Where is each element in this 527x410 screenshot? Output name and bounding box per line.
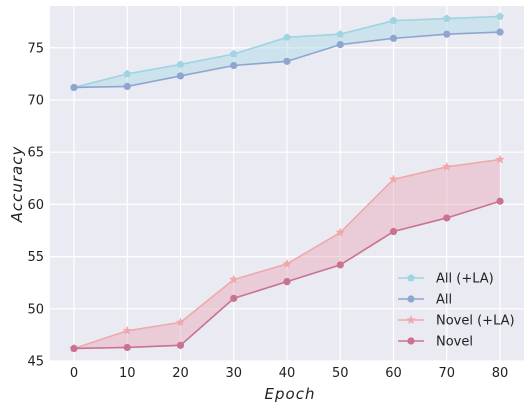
data-point: [283, 33, 291, 41]
y-axis-title: Accuracy: [8, 146, 26, 224]
legend-label: All (+LA): [436, 272, 494, 287]
x-tick-label: 0: [70, 366, 78, 381]
data-point: [495, 154, 505, 164]
fill-area-2: [73, 159, 501, 349]
data-point: [123, 343, 131, 352]
data-point: [496, 12, 504, 20]
data-point: [442, 14, 451, 22]
data-point: [389, 16, 398, 24]
legend: All (+LA) All Novel (+LA) Novel: [398, 272, 515, 350]
legend-marker: [407, 337, 415, 345]
legend-item: Novel (+LA): [398, 314, 515, 329]
data-point: [176, 60, 185, 68]
x-tick-label: 50: [332, 366, 349, 381]
data-point: [443, 30, 451, 38]
series-3: [69, 154, 505, 353]
data-point: [175, 317, 186, 327]
x-tick-label: 30: [225, 366, 242, 381]
y-tick-label: 75: [27, 41, 44, 56]
data-point: [389, 34, 398, 42]
data-point: [229, 50, 238, 58]
y-tick-label: 65: [27, 146, 44, 161]
series: [69, 12, 505, 353]
data-point: [123, 82, 131, 90]
data-point: [443, 214, 451, 222]
data-point: [389, 227, 398, 236]
y-tick-label: 70: [27, 93, 44, 108]
data-point: [176, 341, 185, 349]
x-tick-label: 20: [172, 366, 189, 381]
y-tick-label: 55: [27, 250, 44, 265]
legend-label: All: [436, 293, 452, 308]
data-point: [388, 174, 399, 184]
x-tick-label: 70: [439, 366, 456, 381]
data-point: [70, 83, 78, 92]
data-point: [70, 344, 78, 353]
legend-item: Novel: [398, 335, 473, 350]
data-point: [335, 227, 345, 237]
x-tick-label: 80: [492, 366, 509, 381]
data-point: [123, 69, 132, 78]
y-tick-label: 50: [27, 302, 44, 317]
data-point: [122, 325, 132, 335]
legend-item: All (+LA): [398, 272, 494, 287]
legend-marker: [407, 295, 415, 303]
legend-label: Novel (+LA): [436, 314, 515, 329]
series-4: [70, 197, 504, 353]
x-tick-label: 60: [385, 366, 402, 381]
data-point: [336, 41, 344, 49]
fill-areas: [73, 16, 501, 349]
y-tick-label: 60: [27, 198, 44, 213]
legend-label: Novel: [436, 335, 473, 350]
data-point: [336, 261, 344, 269]
tick-labels: 45 50 55 60 65 70 75 0 10 20 30 40 50 60 70 80: [27, 41, 508, 381]
data-point: [229, 274, 239, 284]
fill-area-1: [73, 16, 501, 88]
data-point: [283, 278, 291, 286]
x-tick-label: 40: [279, 366, 296, 381]
data-point: [282, 259, 292, 268]
data-point: [442, 161, 452, 171]
data-point: [176, 72, 185, 80]
data-point: [230, 294, 238, 302]
data-point: [496, 197, 504, 205]
series-2: [70, 28, 504, 92]
x-axis-title: Epoch: [265, 385, 316, 403]
data-point: [230, 61, 238, 70]
legend-item: All: [398, 293, 452, 308]
y-tick-label: 45: [27, 355, 44, 370]
data-point: [336, 30, 345, 38]
data-point: [283, 57, 291, 65]
x-tick-label: 10: [119, 366, 136, 381]
legend-marker: [406, 315, 416, 324]
legend-marker: [407, 274, 415, 282]
data-point: [496, 28, 504, 36]
